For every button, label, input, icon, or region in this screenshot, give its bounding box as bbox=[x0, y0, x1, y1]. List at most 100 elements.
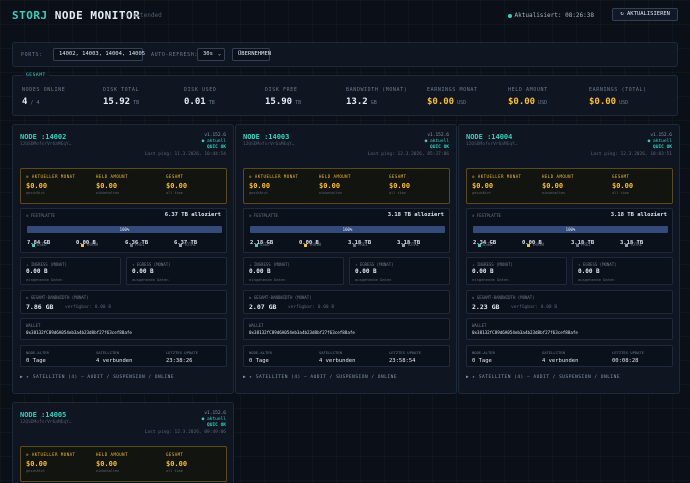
node-status: ● aktuell bbox=[201, 417, 226, 422]
quic-status: QUIC OK bbox=[653, 145, 672, 150]
wallet-box: WALLET 0x38132fC89d6A054eb3a4b23d8bf27f6… bbox=[20, 318, 227, 340]
satellites-count: SATELLITEN 4 verbunden bbox=[96, 350, 133, 364]
auto-refresh-select[interactable]: 30s ⌄ bbox=[197, 48, 225, 61]
disk-free: FREI 3.18 TB bbox=[571, 240, 595, 247]
node-status: ● aktuell bbox=[424, 139, 449, 144]
disk-used: USED 2.34 GB bbox=[473, 240, 497, 247]
disk-free: FREI 3.18 TB bbox=[348, 240, 372, 247]
quic-status: QUIC OK bbox=[207, 145, 226, 150]
ports-input[interactable]: 14002, 14003, 14004, 14005 bbox=[53, 48, 145, 61]
disk-free: FREI 6.36 TB bbox=[125, 240, 149, 247]
disk-used: USED 7.84 GB bbox=[27, 240, 51, 247]
last-update: LETZTES UPDATE 00:08:28 bbox=[612, 350, 645, 364]
earn-total: GESAMT $0.00 all time bbox=[166, 452, 188, 473]
earnings-box: ⊙ AKTUELLER MONAT $0.00 geschätzt HELD AMO… bbox=[466, 168, 673, 204]
node-version: v1.152.6 bbox=[427, 133, 449, 138]
free-swatch bbox=[576, 243, 579, 247]
node-card-1: NODE :14002 12QSDMofsrVr6aMEqY… v1.152.6… bbox=[12, 124, 234, 394]
disk-allocated: 3.18 TB alloziert bbox=[610, 212, 667, 218]
meta-box: NODE-ALTER 0 Tage SATELLITEN 4 verbunden L… bbox=[20, 345, 227, 367]
free-swatch bbox=[130, 243, 133, 247]
stat-disk-used: DISK USED 0.01 TB bbox=[184, 87, 217, 107]
chevron-down-icon: ⌄ bbox=[217, 51, 221, 57]
earn-held: HELD AMOUNT $0.00 einbehalten bbox=[96, 452, 128, 473]
disk-used: USED 2.18 GB bbox=[250, 240, 274, 247]
disk-allocated: 3.18 TB alloziert bbox=[387, 212, 444, 218]
node-version: v1.152.6 bbox=[650, 133, 672, 138]
meta-box: NODE-ALTER 0 Tage SATELLITEN 4 verbunden L… bbox=[466, 345, 673, 367]
disk-label: ⊙ FESTPLATTE bbox=[249, 213, 278, 218]
last-ping: Last ping: 11.3.2026, 10:44:54 bbox=[144, 152, 226, 157]
wallet-box: WALLET 0x38132fC89d6A054eb3a4b23d8bf27f6… bbox=[466, 318, 673, 340]
node-age: NODE-ALTER 0 Tage bbox=[472, 350, 495, 364]
last-updated: Aktualisiert: 08:26:38 bbox=[507, 12, 594, 19]
node-status: ● aktuell bbox=[647, 139, 672, 144]
quic-status: QUIC OK bbox=[430, 145, 449, 150]
last-update: LETZTES UPDATE 23:58:54 bbox=[389, 350, 422, 364]
node-age: NODE-ALTER 0 Tage bbox=[26, 350, 49, 364]
bandwidth-box: ⇅ GESAMT-BANDWIDTH (MONAT) 7.86 GB verfü… bbox=[20, 290, 227, 314]
bandwidth-available: verfügbar: 0.00 B bbox=[511, 305, 558, 310]
total-swatch bbox=[179, 243, 182, 247]
earn-month: ⊙ AKTUELLER MONAT $0.00 geschätzt bbox=[26, 174, 76, 195]
disk-label: ⊙ FESTPLATTE bbox=[472, 213, 501, 218]
controls-panel: PORTS: 14002, 14003, 14004, 14005 AUTO-R… bbox=[12, 42, 678, 67]
stat-nodes-online: NODES ONLINE 4/ 4 bbox=[22, 87, 66, 107]
app-logo: STORJ NODE MONITOR bbox=[12, 9, 141, 22]
summary-panel: GESAMT NODES ONLINE 4/ 4 DISK TOTAL 15.92 T… bbox=[12, 73, 678, 116]
bandwidth-value: 2.07 GB bbox=[249, 303, 277, 311]
node-title: NODE :14003 bbox=[243, 133, 290, 141]
disk-trash: TRASH 0.00 B bbox=[76, 240, 99, 247]
trash-swatch bbox=[304, 243, 307, 247]
satellites-toggle[interactable]: ▶ ▸ SATELLITEN (4) — AUDIT / SUSPENSION … bbox=[466, 375, 621, 380]
earn-total: GESAMT $0.00 all time bbox=[612, 174, 634, 195]
satellites-count: SATELLITEN 4 verbunden bbox=[319, 350, 356, 364]
earnings-box: ⊙ AKTUELLER MONAT $0.00 geschätzt HELD AMO… bbox=[20, 168, 227, 204]
bandwidth-box: ⇅ GESAMT-BANDWIDTH (MONAT) 2.07 GB verfü… bbox=[243, 290, 450, 314]
ports-label: PORTS: bbox=[21, 52, 43, 58]
used-swatch bbox=[32, 243, 35, 247]
bandwidth-value: 7.86 GB bbox=[26, 303, 54, 311]
node-id: 12QSDMofsrVr6aMEqY… bbox=[243, 142, 295, 147]
stat-disk-total: DISK TOTAL 15.92 TB bbox=[103, 87, 140, 107]
quic-status: QUIC OK bbox=[207, 423, 226, 428]
stat-disk-free: DISK FREE 15.90 TB bbox=[265, 87, 302, 107]
node-version: v1.152.6 bbox=[204, 411, 226, 416]
node-id: 12QSDMofsrVr6aMEqY… bbox=[20, 142, 72, 147]
bandwidth-value: 2.23 GB bbox=[472, 303, 500, 311]
last-ping: Last ping: 12.3.2026, 05:37:06 bbox=[367, 152, 449, 157]
satellites-toggle[interactable]: ▶ ▸ SATELLITEN (4) — AUDIT / SUSPENSION … bbox=[20, 375, 175, 380]
free-swatch bbox=[353, 243, 356, 247]
earn-total: GESAMT $0.00 all time bbox=[389, 174, 411, 195]
status-dot-icon bbox=[507, 13, 512, 18]
earnings-box: ⊙ AKTUELLER MONAT $0.00 geschätzt HELD AMO… bbox=[20, 446, 227, 482]
stat-bandwidth: BANDWIDTH (MONAT) 13.2 GB bbox=[346, 87, 408, 107]
last-update: LETZTES UPDATE 23:38:26 bbox=[166, 350, 199, 364]
disk-total: TOTAL 3.18 TB bbox=[620, 240, 644, 247]
disk-allocated: 6.37 TB alloziert bbox=[164, 212, 221, 218]
earn-held: HELD AMOUNT $0.00 einbehalten bbox=[96, 174, 128, 195]
apply-button[interactable]: ÜBERNEHMEN bbox=[232, 48, 271, 61]
wallet-address: 0x38132fC89d6A054eb3a4b23d8bf27f63cef88a… bbox=[472, 330, 578, 335]
disk-trash: TRASH 0.00 B bbox=[299, 240, 322, 247]
disk-box: ⊙ FESTPLATTE 6.37 TB alloziert 100% USED… bbox=[20, 208, 227, 253]
total-swatch bbox=[625, 243, 628, 247]
satellites-toggle[interactable]: ▶ ▸ SATELLITEN (4) — AUDIT / SUSPENSION … bbox=[243, 375, 398, 380]
disk-trash: TRASH 0.00 B bbox=[522, 240, 545, 247]
app-subtitle: // extended bbox=[122, 12, 162, 19]
refresh-button[interactable]: ↻ AKTUALISIEREN bbox=[612, 8, 678, 21]
bandwidth-available: verfügbar: 0.00 B bbox=[65, 305, 112, 310]
disk-usage-fill bbox=[250, 226, 445, 233]
disk-usage-fill bbox=[27, 226, 222, 233]
total-swatch bbox=[402, 243, 405, 247]
earn-total: GESAMT $0.00 all time bbox=[166, 174, 188, 195]
stat-earnings-month: EARNINGS MONAT $0.00 USD bbox=[427, 87, 478, 107]
node-age: NODE-ALTER 0 Tage bbox=[249, 350, 272, 364]
trash-swatch bbox=[81, 243, 84, 247]
disk-label: ⊙ FESTPLATTE bbox=[26, 213, 55, 218]
node-version: v1.152.6 bbox=[204, 133, 226, 138]
